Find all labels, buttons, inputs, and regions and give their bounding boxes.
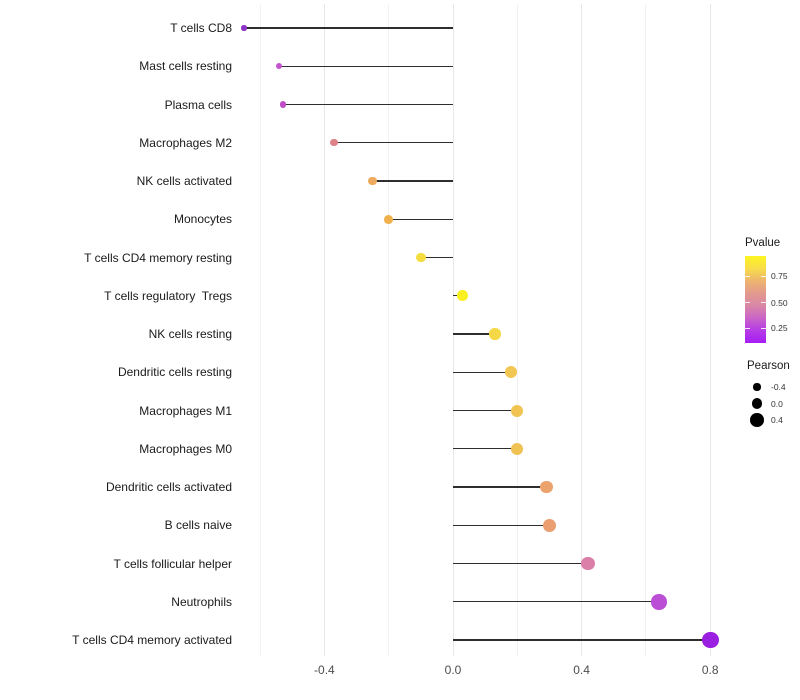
- colorbar-tick-label: 0.25: [771, 323, 788, 334]
- pvalue-colorbar: [745, 256, 766, 343]
- minor-gridline: [645, 4, 647, 656]
- lollipop-dot: [241, 25, 247, 31]
- row-label: T cells CD8: [170, 21, 232, 35]
- lollipop-dot: [504, 366, 517, 379]
- lollipop-dot: [581, 556, 595, 571]
- size-legend-dot: [753, 383, 761, 391]
- lollipop-stem: [453, 639, 711, 641]
- minor-gridline: [516, 4, 518, 656]
- lollipop-stem: [372, 180, 453, 182]
- x-tick-label: -0.4: [314, 663, 335, 677]
- lollipop-stem: [388, 218, 453, 220]
- row-label: NK cells activated: [136, 174, 232, 188]
- row-label: T cells regulatory Tregs: [104, 288, 232, 303]
- major-gridline: [452, 4, 454, 656]
- lollipop-dot: [279, 101, 286, 108]
- colorbar-tick: [761, 275, 766, 277]
- row-label: Dendritic cells resting: [117, 365, 232, 380]
- lollipop-dot: [384, 214, 394, 224]
- lollipop-stem: [334, 142, 453, 144]
- lollipop-dot: [651, 593, 667, 610]
- x-tick-label: 0.0: [444, 663, 462, 677]
- lollipop-stem: [282, 103, 453, 106]
- lollipop-dot: [416, 252, 426, 263]
- lollipop-stem: [279, 65, 453, 67]
- lollipop-stem: [453, 601, 659, 603]
- size-legend-label: 0.0: [771, 398, 783, 409]
- lollipop-dot: [511, 442, 524, 455]
- lollipop-dot: [701, 631, 719, 649]
- x-tick-label: 0.4: [573, 663, 590, 677]
- lollipop-stem: [453, 524, 550, 526]
- row-label: Mast cells resting: [139, 59, 232, 74]
- row-label: T cells CD4 memory activated: [72, 633, 232, 647]
- lollipop-dot: [457, 290, 468, 302]
- lollipop-dot: [276, 63, 283, 70]
- row-label: Dendritic cells activated: [105, 480, 232, 494]
- size-legend-label: -0.4: [771, 382, 786, 392]
- row-label: T cells follicular helper: [113, 556, 233, 571]
- lollipop-stem: [244, 27, 453, 29]
- colorbar-tick: [745, 302, 750, 304]
- lollipop-dot: [330, 139, 338, 147]
- colorbar-tick-label: 0.75: [771, 271, 788, 281]
- lollipop-dot: [539, 480, 553, 494]
- colorbar-tick: [761, 302, 766, 304]
- lollipop-dot: [489, 328, 501, 340]
- row-label: NK cells resting: [148, 327, 232, 341]
- lollipop-stem: [453, 486, 547, 488]
- row-label: Macrophages M2: [139, 135, 232, 150]
- lollipop-dot: [543, 518, 556, 532]
- major-gridline: [581, 4, 583, 656]
- row-label: B cells naive: [164, 518, 232, 533]
- minor-gridline: [388, 4, 390, 656]
- colorbar-tick: [761, 327, 766, 329]
- minor-gridline: [259, 4, 261, 656]
- row-label: Neutrophils: [171, 594, 232, 609]
- major-gridline: [323, 4, 325, 656]
- x-tick-label: 0.8: [701, 663, 719, 677]
- pvalue-legend-title: Pvalue: [745, 237, 781, 249]
- lollipop-stem: [453, 409, 518, 412]
- size-legend-label: 0.4: [771, 415, 783, 425]
- lollipop-stem: [453, 448, 518, 450]
- lollipop-dot: [368, 176, 377, 186]
- size-legend-dot: [751, 398, 763, 409]
- lollipop-dot: [511, 404, 524, 417]
- lollipop-stem: [453, 333, 495, 335]
- size-legend-dot: [750, 413, 764, 427]
- row-label: Macrophages M0: [139, 441, 232, 456]
- colorbar-tick: [745, 275, 750, 277]
- pearson-legend-title: Pearson: [747, 360, 790, 372]
- row-label: T cells CD4 memory resting: [84, 250, 232, 265]
- row-label: Monocytes: [173, 212, 232, 227]
- colorbar-tick: [745, 327, 750, 329]
- row-label: Macrophages M1: [139, 403, 232, 418]
- lollipop-stem: [420, 256, 453, 259]
- row-label: Plasma cells: [164, 97, 232, 112]
- lollipop-stem: [453, 371, 511, 373]
- colorbar-tick-label: 0.50: [771, 297, 788, 308]
- major-gridline: [709, 4, 711, 656]
- lollipop-stem: [453, 562, 589, 565]
